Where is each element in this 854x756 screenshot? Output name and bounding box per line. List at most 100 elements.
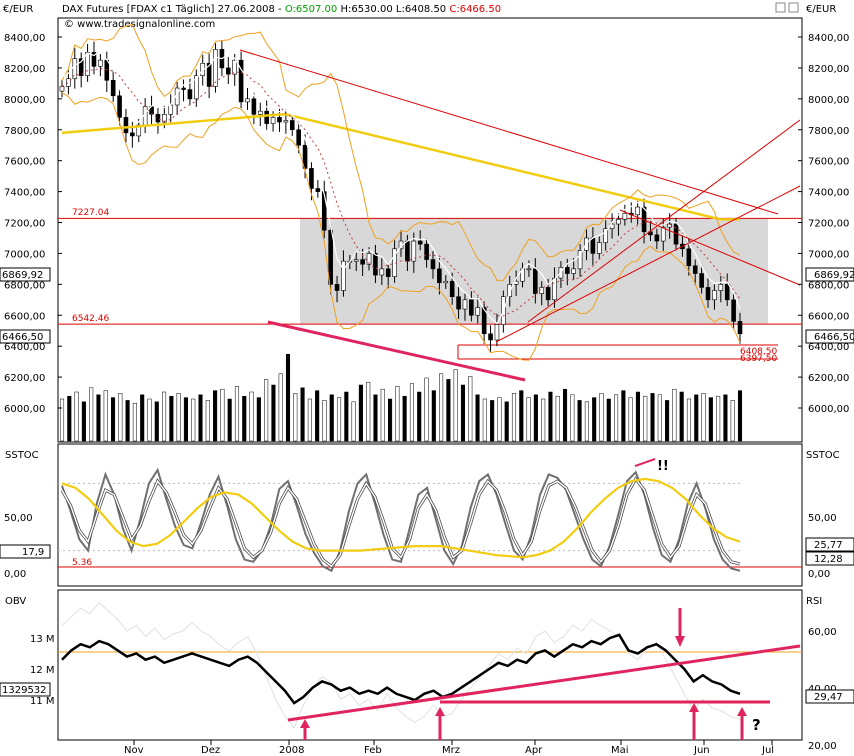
sstoc-tick-left: 0,00 xyxy=(4,569,26,580)
candle-body xyxy=(552,277,557,301)
trendline xyxy=(239,49,779,215)
candle-body xyxy=(449,280,455,298)
candle-body xyxy=(648,231,653,236)
y-tick-label-right: 8000,00 xyxy=(808,95,849,106)
volume-bar xyxy=(242,395,247,442)
candle-body xyxy=(731,299,736,322)
candle-body xyxy=(162,113,167,123)
volume-bar xyxy=(730,400,735,442)
y-tick-label-right: 6200,00 xyxy=(808,373,849,384)
volume-bar xyxy=(504,401,509,442)
y-tick-label-left: 7400,00 xyxy=(4,188,45,199)
candle-body xyxy=(456,296,461,310)
close-icon[interactable] xyxy=(788,2,799,13)
sstoc-tick-right: 0,00 xyxy=(808,569,830,580)
sstoc-value-right-2: 12,28 xyxy=(814,554,843,565)
candle-body xyxy=(168,104,174,115)
volume-bar xyxy=(300,387,305,442)
candle-body xyxy=(110,79,116,97)
candle-body xyxy=(315,188,321,192)
volume-bar xyxy=(234,386,240,442)
candle-body xyxy=(654,234,660,242)
candle-body xyxy=(366,253,372,265)
y-tick-label-right: 6800,00 xyxy=(808,280,849,291)
candle-body xyxy=(526,268,532,271)
candle-body xyxy=(360,259,365,265)
sstoc-panel-frame xyxy=(57,443,803,587)
sstoc-value-box-right-2 xyxy=(805,551,854,566)
y-tick-label-right: 8200,00 xyxy=(808,64,849,75)
volume-bar xyxy=(723,394,728,442)
y-tick-label-right: 7000,00 xyxy=(808,249,849,260)
volume-bar xyxy=(59,398,65,442)
candle-body xyxy=(635,206,640,216)
volume-bar xyxy=(96,394,101,442)
obv-tick: 13 M xyxy=(30,634,55,645)
volume-bar xyxy=(118,393,123,442)
bollinger-lower xyxy=(61,92,741,361)
rsi-value-box xyxy=(805,689,854,704)
volume-bar xyxy=(198,394,203,442)
price-white-line xyxy=(61,49,741,325)
candle-body xyxy=(187,89,193,100)
volume-bar xyxy=(278,373,283,442)
divergence-line xyxy=(267,320,526,382)
candle-body xyxy=(411,240,417,262)
y-tick-label-right: 6000,00 xyxy=(808,404,849,415)
unit-label-left: €/EUR xyxy=(3,4,33,15)
candle-body xyxy=(353,259,359,262)
sstoc-annotation: !! xyxy=(657,459,669,474)
volume-bar xyxy=(110,397,116,442)
close-value-left: 6466,50 xyxy=(2,332,43,343)
candle-body xyxy=(539,287,545,294)
volume-bar xyxy=(497,397,502,442)
volume-bar xyxy=(293,393,298,442)
rsi-label: RSI xyxy=(806,596,822,607)
candle-body xyxy=(712,290,717,301)
volume-bar xyxy=(213,390,218,442)
candle-body xyxy=(289,120,295,131)
volume-bar xyxy=(81,401,86,442)
candle-body xyxy=(571,268,576,274)
x-tick-label-2008: 2008 xyxy=(279,745,304,756)
candle-body xyxy=(469,299,474,316)
sstoc-line-label: 5.36 xyxy=(72,558,92,568)
candle-body xyxy=(692,265,698,274)
window-icon[interactable] xyxy=(775,2,786,13)
sstoc-value-right-1: 25,77 xyxy=(814,540,843,551)
cursor-value-box-left xyxy=(0,267,51,282)
sstoc-label-left: SSTOC xyxy=(5,450,39,461)
volume-bar xyxy=(621,390,626,442)
volume-bar xyxy=(351,401,356,442)
candle-body xyxy=(238,59,244,103)
volume-bar xyxy=(256,397,261,442)
y-tick-label-right: 7200,00 xyxy=(808,219,849,230)
candle-body xyxy=(596,242,602,254)
volume-bar xyxy=(439,373,444,442)
up-arrow-head xyxy=(689,703,699,712)
volume-bar xyxy=(176,393,181,442)
up-arrow-head xyxy=(300,719,310,728)
candle-body xyxy=(667,223,672,228)
sstoc-value-box-left xyxy=(0,544,51,559)
rsi-tick: 60,00 xyxy=(808,627,837,638)
volume-bar xyxy=(614,394,619,442)
candle-body xyxy=(577,250,583,270)
volume-bar xyxy=(67,395,72,442)
obv-panel-frame xyxy=(57,589,803,741)
candle-body xyxy=(699,273,704,288)
candle-body xyxy=(533,268,538,294)
volume-bar xyxy=(460,384,466,442)
candle-body xyxy=(123,117,129,134)
up-arrow-head xyxy=(737,707,747,716)
volume-bar xyxy=(162,391,167,442)
rsi-value: 29,47 xyxy=(814,692,843,703)
bollinger-mid xyxy=(61,67,741,317)
volume-bar xyxy=(657,394,662,442)
candle-body xyxy=(232,59,237,75)
candle-body xyxy=(277,117,282,123)
candle-body xyxy=(130,132,135,137)
close-box-right xyxy=(805,329,854,344)
candle-body xyxy=(206,62,212,87)
volume-bar xyxy=(285,353,291,442)
